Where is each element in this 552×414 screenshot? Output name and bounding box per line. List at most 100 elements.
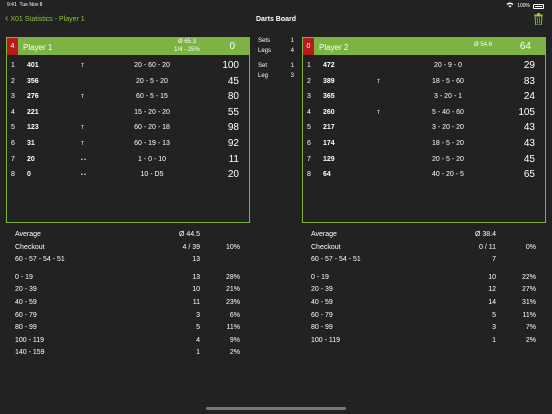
set-label: Set bbox=[258, 63, 268, 69]
player1-score: 0 bbox=[229, 41, 235, 52]
stat-percent: 0% bbox=[525, 243, 536, 251]
nav-bar: ‹ X01 Statistics - Player 1 Darts Board bbox=[0, 10, 552, 30]
player1-checkout: 1/4 - 25% bbox=[174, 47, 200, 53]
throw-marker: T bbox=[377, 109, 381, 116]
stat-range: 100 - 119 1 2% bbox=[311, 336, 536, 349]
stat-value: 13 bbox=[192, 273, 200, 281]
throw-score: 83 bbox=[523, 75, 535, 87]
throw-number: 7 bbox=[307, 155, 311, 163]
throw-darts: 20 - 60 - 20 bbox=[134, 62, 170, 69]
throw-score: 105 bbox=[518, 106, 535, 118]
player1-name: Player 1 bbox=[23, 43, 53, 52]
stat-range: 0 - 19 10 22% bbox=[311, 273, 536, 286]
stat-label: 0 - 19 bbox=[15, 273, 33, 281]
throw-score: 45 bbox=[523, 153, 535, 165]
set-value: 1 bbox=[290, 63, 294, 69]
throw-number: 6 bbox=[11, 139, 15, 147]
throw-number: 4 bbox=[307, 108, 311, 116]
throw-number: 5 bbox=[307, 124, 311, 132]
throw-darts: 20 - 9 - 0 bbox=[433, 62, 462, 69]
throw-remaining: 129 bbox=[323, 155, 335, 163]
player1-active-marker: 4 bbox=[7, 38, 18, 55]
throw-number: 3 bbox=[11, 93, 15, 101]
throw-row: 1 472 20 - 9 - 0 29 bbox=[303, 60, 545, 76]
stat-label: Checkout bbox=[311, 243, 341, 251]
stat-label: 140 - 159 bbox=[15, 349, 45, 357]
throw-remaining: 221 bbox=[27, 108, 39, 116]
stat-checkout: Checkout 0 / 11 0% bbox=[311, 243, 536, 256]
player2-active-marker: 0 bbox=[303, 38, 314, 55]
stat-range: 20 - 39 12 27% bbox=[311, 285, 536, 298]
stat-label: 80 - 99 bbox=[15, 324, 37, 332]
stat-range: 40 - 59 11 23% bbox=[15, 298, 240, 311]
stat-checkout: Checkout 4 / 39 10% bbox=[15, 243, 240, 256]
throw-marker: T bbox=[81, 125, 85, 132]
throw-score: 20 bbox=[227, 169, 239, 181]
throw-score: 29 bbox=[523, 60, 535, 71]
player2-header[interactable]: 0 Player 2 Ø 54.6 64 bbox=[303, 38, 545, 55]
stat-percent: 21% bbox=[225, 286, 240, 294]
legs-value: 4 bbox=[290, 48, 294, 54]
stat-value: 5 bbox=[492, 311, 496, 319]
player1-throws: 1 401 T 20 - 60 - 20 100 2 356 20 - 5 - 20 45 3… bbox=[7, 60, 249, 185]
back-label: X01 Statistics - Player 1 bbox=[10, 15, 85, 23]
chevron-left-icon: ‹ bbox=[5, 13, 9, 24]
stat-label: 80 - 99 bbox=[311, 324, 333, 332]
throw-darts: 60 - 20 - 18 bbox=[134, 124, 170, 132]
battery-icon bbox=[533, 3, 544, 9]
throw-darts: 40 - 20 - 5 bbox=[432, 171, 464, 179]
back-button[interactable]: ‹ X01 Statistics - Player 1 bbox=[5, 13, 85, 24]
throw-number: 8 bbox=[307, 171, 311, 179]
stat-label: 20 - 39 bbox=[311, 286, 333, 294]
throw-score: 43 bbox=[523, 137, 535, 149]
throw-row: 6 31 T 60 - 19 - 13 92 bbox=[7, 138, 249, 154]
throw-darts: 10 - D5 bbox=[140, 171, 164, 179]
stat-value: 12 bbox=[488, 286, 496, 294]
stat-value: Ø 38.4 bbox=[474, 231, 496, 238]
throw-row: 3 276 T 60 - 5 - 15 80 bbox=[7, 91, 249, 107]
home-indicator[interactable] bbox=[206, 407, 346, 410]
stat-range: 100 - 119 4 9% bbox=[15, 336, 240, 349]
leg-value: 3 bbox=[290, 73, 294, 79]
stat-value: 1 bbox=[492, 336, 496, 344]
throw-remaining: 123 bbox=[27, 124, 39, 132]
stat-label: 60 - 57 - 54 - 51 bbox=[15, 256, 65, 264]
throw-row: 3 365 3 - 20 - 1 24 bbox=[303, 91, 545, 107]
throw-score: 43 bbox=[523, 122, 535, 134]
throw-remaining: 260 bbox=[323, 108, 335, 116]
status-date: Tue Nov 8 bbox=[19, 2, 43, 8]
throw-row: 8 0 • • 10 - D5 20 bbox=[7, 169, 249, 185]
stat-value: 10 bbox=[192, 286, 200, 294]
stat-high: 60 - 57 - 54 - 51 7 bbox=[311, 255, 531, 268]
stat-range: 140 - 159 1 2% bbox=[15, 348, 240, 361]
stat-percent: 9% bbox=[229, 336, 240, 344]
stat-percent: 10% bbox=[225, 243, 240, 251]
throw-number: 4 bbox=[11, 108, 15, 116]
throw-darts: 60 - 19 - 13 bbox=[134, 139, 170, 147]
stat-value: 11 bbox=[192, 298, 200, 306]
stat-label: 40 - 59 bbox=[311, 298, 333, 306]
throw-row: 5 217 3 - 20 - 20 43 bbox=[303, 122, 545, 138]
throw-score: 92 bbox=[227, 137, 239, 149]
stat-label: Average bbox=[311, 231, 337, 238]
stat-label: 100 - 119 bbox=[15, 336, 45, 344]
throw-number: 5 bbox=[11, 124, 15, 132]
throw-number: 2 bbox=[307, 77, 311, 85]
player1-header[interactable]: 4 Player 1 Ø 65.3 1/4 - 25% 0 bbox=[7, 38, 249, 55]
throw-row: 5 123 T 60 - 20 - 18 98 bbox=[7, 122, 249, 138]
sets-label: Sets bbox=[258, 38, 271, 44]
throw-row: 2 389 T 18 - 5 - 60 83 bbox=[303, 76, 545, 92]
leg-label: Leg bbox=[258, 73, 269, 79]
throw-remaining: 356 bbox=[27, 77, 39, 85]
player1-average: Ø 65.3 bbox=[177, 39, 196, 45]
stat-percent: 6% bbox=[229, 311, 240, 319]
throw-marker: • • bbox=[81, 172, 86, 179]
throw-row: 4 260 T 5 - 40 - 60 105 bbox=[303, 107, 545, 123]
stat-label: 0 - 19 bbox=[311, 273, 329, 281]
sets-row: Sets 1 bbox=[258, 37, 294, 47]
trash-icon[interactable] bbox=[534, 13, 543, 26]
stat-range: 80 - 99 5 11% bbox=[15, 323, 240, 336]
throw-row: 7 20 • • 1 - 0 - 10 11 bbox=[7, 154, 249, 170]
throw-remaining: 401 bbox=[27, 62, 39, 69]
stat-value: 0 / 11 bbox=[479, 243, 496, 251]
